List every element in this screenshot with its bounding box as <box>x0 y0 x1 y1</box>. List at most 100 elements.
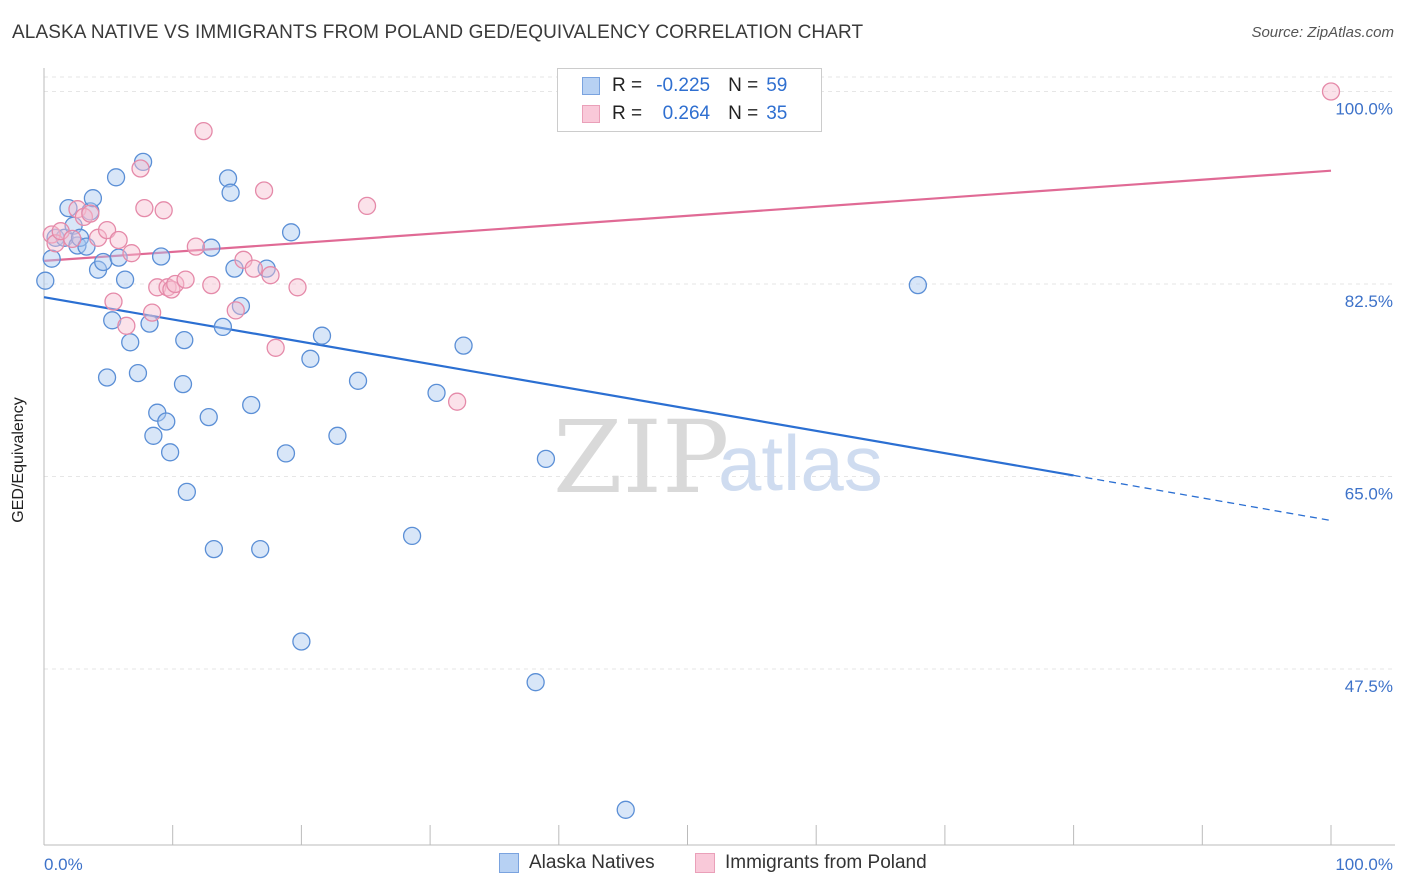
legend-item-immigrants-poland[interactable]: Immigrants from Poland <box>695 852 927 874</box>
point-alaska-natives <box>115 270 135 289</box>
trend-line-dashed <box>1073 474 1332 522</box>
point-alaska-natives <box>328 426 347 445</box>
legend-swatch-blue <box>582 77 600 95</box>
y-tick-label: 100.0% <box>1335 100 1393 119</box>
point-immigrants-poland <box>135 198 154 218</box>
point-immigrants-poland <box>1321 82 1341 101</box>
point-immigrants-poland <box>261 266 280 285</box>
point-alaska-natives <box>202 238 221 257</box>
legend-n-label: N = <box>728 75 759 96</box>
chart-title: ALASKA NATIVE VS IMMIGRANTS FROM POLAND … <box>12 22 864 43</box>
y-tick-labels: 47.5% 65.0% 82.5% 100.0% <box>1335 100 1393 697</box>
point-alaska-natives <box>251 539 270 559</box>
series-legend: Alaska Natives Immigrants from Poland <box>0 852 1406 876</box>
point-alaska-natives <box>292 632 311 651</box>
legend-row-alaska: R = -0.225 N = 59 <box>582 74 787 98</box>
point-alaska-natives <box>140 314 159 333</box>
y-tick-label: 65.0% <box>1345 485 1393 504</box>
point-immigrants-poland <box>131 159 150 178</box>
point-alaska-natives <box>83 189 103 208</box>
point-alaska-natives <box>526 673 545 692</box>
data-points <box>36 82 1341 819</box>
point-immigrants-poland <box>244 259 263 278</box>
axes <box>43 68 1395 846</box>
legend-r-value: -0.225 <box>656 75 711 96</box>
legend-swatch-pink <box>695 853 715 873</box>
point-alaska-natives <box>97 368 117 387</box>
point-immigrants-poland <box>117 316 136 335</box>
trend-line-solid <box>43 169 1332 262</box>
point-immigrants-poland <box>194 121 213 141</box>
legend-label-immigrants-poland: Immigrants from Poland <box>725 852 927 873</box>
legend-swatch-pink <box>582 105 600 123</box>
point-alaska-natives <box>427 383 446 403</box>
point-immigrants-poland <box>186 237 206 256</box>
point-alaska-natives <box>536 449 556 469</box>
point-alaska-natives <box>36 271 55 290</box>
point-alaska-natives <box>281 223 301 242</box>
point-alaska-natives <box>312 326 332 345</box>
point-alaska-natives <box>616 800 635 819</box>
point-immigrants-poland <box>104 292 123 311</box>
watermark-atlas: atlas <box>718 419 883 507</box>
point-alaska-natives <box>301 349 320 368</box>
point-immigrants-poland <box>447 392 467 411</box>
x-tick-label-max: 100.0% <box>1335 855 1393 874</box>
point-immigrants-poland <box>226 301 245 320</box>
point-alaska-natives <box>218 169 238 188</box>
legend-n-label: N = <box>728 103 759 124</box>
point-immigrants-poland <box>357 196 377 216</box>
correlation-legend: R = -0.225 N = 59 R = 0.264 N = 35 <box>557 68 822 132</box>
point-alaska-natives <box>157 412 176 431</box>
point-immigrants-poland <box>254 181 274 200</box>
source-label: Source: ZipAtlas.com <box>1251 24 1394 41</box>
legend-row-poland: R = 0.264 N = 35 <box>582 102 787 126</box>
point-alaska-natives <box>454 336 473 355</box>
watermark-zip: ZIP <box>553 399 729 516</box>
point-immigrants-poland <box>148 278 167 297</box>
point-alaska-natives <box>213 317 233 337</box>
point-immigrants-poland <box>109 230 128 250</box>
point-alaska-natives <box>908 275 928 295</box>
point-immigrants-poland <box>266 338 285 357</box>
point-immigrants-poland <box>63 229 82 249</box>
point-alaska-natives <box>151 247 171 266</box>
legend-label-alaska-natives: Alaska Natives <box>529 852 655 873</box>
point-alaska-natives <box>121 333 140 352</box>
point-alaska-natives <box>242 395 261 415</box>
point-alaska-natives <box>160 443 180 462</box>
legend-n-value: 35 <box>766 103 788 124</box>
point-alaska-natives <box>106 168 126 187</box>
point-alaska-natives <box>177 482 197 502</box>
grid-lines <box>44 76 1395 670</box>
legend-r-label: R = <box>612 103 643 124</box>
point-immigrants-poland <box>202 275 221 295</box>
point-alaska-natives <box>221 183 240 202</box>
point-alaska-natives <box>175 330 194 350</box>
watermark: ZIP atlas <box>553 399 883 516</box>
point-immigrants-poland <box>97 220 117 240</box>
point-immigrants-poland <box>142 303 162 322</box>
point-immigrants-poland <box>288 278 307 297</box>
legend-r-value: 0.264 <box>662 103 711 124</box>
point-immigrants-poland <box>176 270 195 289</box>
point-alaska-natives <box>402 526 422 546</box>
y-tick-label: 47.5% <box>1345 677 1393 696</box>
legend-n-value: 59 <box>766 75 788 96</box>
x-tick-marks <box>172 825 1332 845</box>
trend-lines <box>43 169 1332 522</box>
y-tick-label: 82.5% <box>1345 292 1393 311</box>
point-alaska-natives <box>42 249 61 268</box>
legend-r-label: R = <box>612 75 643 96</box>
legend-item-alaska-natives[interactable]: Alaska Natives <box>499 852 655 874</box>
point-alaska-natives <box>128 363 148 383</box>
point-alaska-natives <box>204 539 224 559</box>
point-immigrants-poland <box>81 204 100 223</box>
point-alaska-natives <box>348 371 368 390</box>
point-alaska-natives <box>276 444 296 463</box>
point-immigrants-poland <box>166 274 185 294</box>
point-alaska-natives <box>144 426 163 445</box>
point-immigrants-poland <box>154 201 173 220</box>
trend-line-solid <box>43 296 1074 477</box>
